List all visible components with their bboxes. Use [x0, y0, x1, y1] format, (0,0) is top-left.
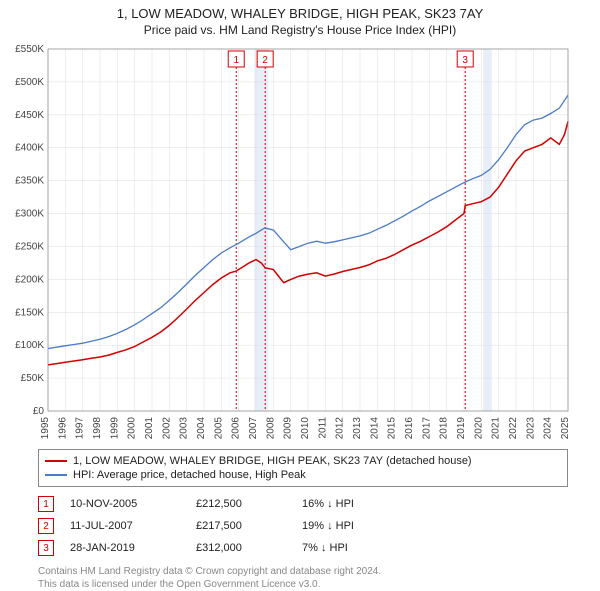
sale-hpi: 7% ↓ HPI [302, 542, 402, 554]
svg-text:2002: 2002 [161, 417, 172, 440]
svg-text:£500K: £500K [15, 77, 44, 88]
legend-label: 1, LOW MEADOW, WHALEY BRIDGE, HIGH PEAK,… [73, 455, 472, 467]
svg-text:1996: 1996 [57, 417, 68, 440]
svg-text:2004: 2004 [196, 417, 207, 440]
sale-marker-icon: 1 [38, 496, 54, 512]
sale-price: £312,000 [196, 542, 286, 554]
svg-text:1999: 1999 [109, 417, 120, 440]
svg-text:2005: 2005 [213, 417, 224, 440]
svg-text:2019: 2019 [456, 417, 467, 440]
svg-text:2023: 2023 [525, 417, 536, 440]
svg-text:1998: 1998 [92, 417, 103, 440]
svg-text:2010: 2010 [300, 417, 311, 440]
svg-text:£550K: £550K [15, 44, 44, 55]
svg-text:1995: 1995 [40, 417, 51, 440]
line-chart: 123£0£50K£100K£150K£200K£250K£300K£350K£… [38, 41, 578, 441]
sales-table: 1 10-NOV-2005 £212,500 16% ↓ HPI 2 11-JUL-200… [38, 493, 568, 559]
svg-text:2008: 2008 [265, 417, 276, 440]
footer-line2: This data is licensed under the Open Gov… [38, 578, 568, 591]
svg-text:2024: 2024 [543, 417, 554, 440]
svg-text:£100K: £100K [15, 340, 44, 351]
sale-date: 10-NOV-2005 [70, 498, 180, 510]
svg-text:1: 1 [233, 55, 239, 66]
svg-text:£150K: £150K [15, 307, 44, 318]
svg-text:£350K: £350K [15, 176, 44, 187]
chart-area: 123£0£50K£100K£150K£200K£250K£300K£350K£… [38, 41, 598, 441]
sale-price: £212,500 [196, 498, 286, 510]
svg-text:2014: 2014 [369, 417, 380, 440]
sale-date: 11-JUL-2007 [70, 520, 180, 532]
footer-line1: Contains HM Land Registry data © Crown c… [38, 565, 568, 578]
svg-text:2000: 2000 [127, 417, 138, 440]
sale-row: 3 28-JAN-2019 £312,000 7% ↓ HPI [38, 537, 568, 559]
svg-text:2006: 2006 [231, 417, 242, 440]
svg-text:2009: 2009 [283, 417, 294, 440]
svg-text:£400K: £400K [15, 143, 44, 154]
svg-text:2017: 2017 [421, 417, 432, 440]
svg-text:2021: 2021 [491, 417, 502, 440]
legend-swatch [45, 460, 67, 462]
chart-subtitle: Price paid vs. HM Land Registry's House … [0, 21, 600, 41]
sale-marker-icon: 2 [38, 518, 54, 534]
sale-marker-icon: 3 [38, 540, 54, 556]
svg-text:2: 2 [262, 55, 268, 66]
legend-row: HPI: Average price, detached house, High… [45, 468, 561, 482]
svg-text:2012: 2012 [335, 417, 346, 440]
svg-text:2025: 2025 [560, 417, 571, 440]
sale-price: £217,500 [196, 520, 286, 532]
svg-text:£200K: £200K [15, 274, 44, 285]
legend-swatch [45, 474, 67, 476]
svg-text:2015: 2015 [387, 417, 398, 440]
svg-text:3: 3 [462, 55, 468, 66]
legend: 1, LOW MEADOW, WHALEY BRIDGE, HIGH PEAK,… [38, 449, 568, 487]
svg-text:2007: 2007 [248, 417, 259, 440]
legend-label: HPI: Average price, detached house, High… [73, 469, 306, 481]
svg-text:1997: 1997 [75, 417, 86, 440]
svg-text:2013: 2013 [352, 417, 363, 440]
svg-text:£50K: £50K [21, 373, 45, 384]
svg-text:2003: 2003 [179, 417, 190, 440]
legend-row: 1, LOW MEADOW, WHALEY BRIDGE, HIGH PEAK,… [45, 454, 561, 468]
svg-text:£250K: £250K [15, 241, 44, 252]
sale-hpi: 16% ↓ HPI [302, 498, 402, 510]
svg-text:2011: 2011 [317, 417, 328, 439]
svg-text:2016: 2016 [404, 417, 415, 440]
sale-date: 28-JAN-2019 [70, 542, 180, 554]
sale-hpi: 19% ↓ HPI [302, 520, 402, 532]
svg-text:2020: 2020 [473, 417, 484, 440]
footer-attribution: Contains HM Land Registry data © Crown c… [38, 565, 568, 591]
svg-text:£300K: £300K [15, 209, 44, 220]
svg-text:£0: £0 [33, 406, 45, 417]
svg-text:2001: 2001 [144, 417, 155, 440]
svg-text:£450K: £450K [15, 110, 44, 121]
svg-text:2022: 2022 [508, 417, 519, 440]
sale-row: 2 11-JUL-2007 £217,500 19% ↓ HPI [38, 515, 568, 537]
chart-title: 1, LOW MEADOW, WHALEY BRIDGE, HIGH PEAK,… [0, 0, 600, 21]
svg-text:2018: 2018 [439, 417, 450, 440]
sale-row: 1 10-NOV-2005 £212,500 16% ↓ HPI [38, 493, 568, 515]
